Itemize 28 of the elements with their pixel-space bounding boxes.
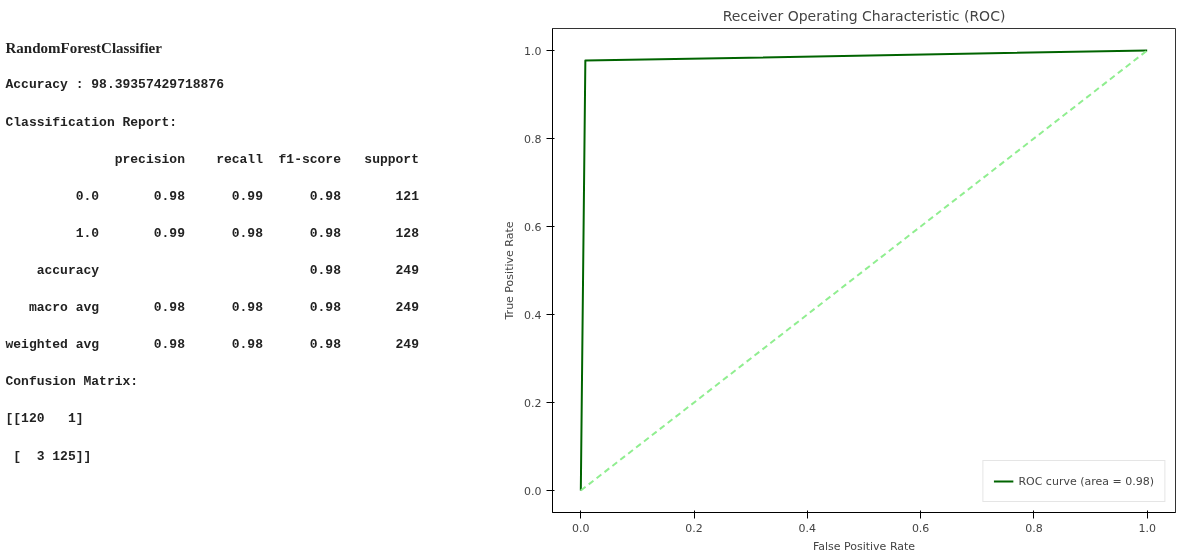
y-tick-label: 0.8	[524, 132, 542, 146]
text: Accuracy : 98.39357429718876	[5, 77, 225, 93]
y-axis-title: True Positive Rate	[503, 221, 517, 321]
x-tick-label: 1.0	[1138, 521, 1156, 535]
y-tick-label: 0.6	[524, 220, 542, 234]
text: precision recall f1-score support	[5, 151, 419, 167]
text: weighted avg 0.98 0.98 0.98 249	[5, 337, 420, 353]
text: 0.0 0.98 0.99 0.98 121	[5, 188, 420, 204]
chart-title: Receiver Operating Characteristic (ROC)	[722, 7, 1006, 24]
x-tick-label: 0.4	[798, 521, 817, 535]
x-tick-label: 0.8	[1025, 521, 1043, 535]
x-tick-label: 0.6	[911, 521, 930, 535]
text: macro avg 0.98 0.98 0.98 249	[5, 300, 420, 316]
y-tick-label: 0.4	[524, 308, 542, 322]
y-tick-label: 0.2	[524, 396, 542, 410]
text: Confusion Matrix:	[5, 374, 139, 390]
text: Classification Report:	[5, 114, 178, 130]
x-axis-title: False Positive Rate	[812, 539, 916, 553]
text: accuracy 0.98 249	[5, 263, 420, 278]
text: [[120 1]	[5, 411, 84, 427]
text: [ 3 125]]	[5, 448, 92, 464]
x-tick-label: 0.0	[572, 521, 590, 535]
y-tick-label: 0.0	[524, 484, 542, 498]
y-tick-label: 1.0	[524, 44, 542, 58]
text: RandomForestClassifier	[5, 39, 163, 56]
text: 1.0 0.99 0.98 0.98 128	[5, 225, 420, 241]
legend-label: ROC curve (area = 0.98)	[1018, 474, 1154, 488]
x-tick-label: 0.2	[685, 521, 703, 535]
